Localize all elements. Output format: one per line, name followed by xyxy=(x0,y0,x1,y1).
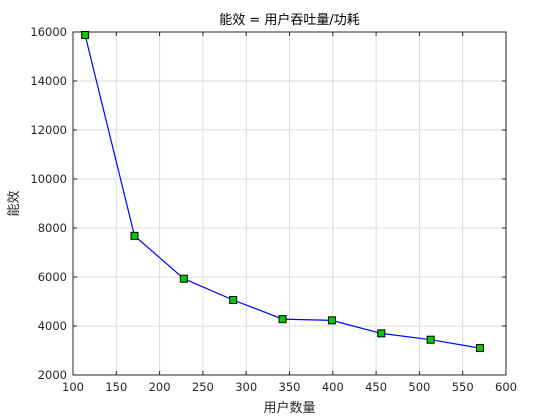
y-tick-label: 4000 xyxy=(38,319,67,333)
y-tick-label: 16000 xyxy=(30,25,67,39)
y-tick-label: 6000 xyxy=(38,270,67,284)
data-point-marker xyxy=(179,274,188,283)
chart-title: 能效 = 用户吞吐量/功耗 xyxy=(219,12,360,28)
x-tick-label: 500 xyxy=(408,380,430,394)
x-tick-label: 100 xyxy=(62,380,84,394)
y-tick-label: 2000 xyxy=(38,368,67,382)
data-point-marker xyxy=(426,335,435,344)
data-point-marker xyxy=(229,296,238,305)
x-tick-label: 400 xyxy=(322,380,344,394)
x-tick-label: 150 xyxy=(105,380,127,394)
y-axis-label: 能效 xyxy=(7,190,22,216)
data-point-marker xyxy=(278,315,287,324)
axis-ticks: 100 150 200 250 300 350 400 450 500 550 600 2000 400… xyxy=(30,25,517,394)
y-tick-label: 14000 xyxy=(30,74,67,88)
y-tick-label: 8000 xyxy=(38,221,67,235)
x-tick-label: 550 xyxy=(452,380,474,394)
y-tick-label: 12000 xyxy=(30,123,67,137)
x-tick-label: 250 xyxy=(192,380,214,394)
x-tick-label: 300 xyxy=(235,380,257,394)
data-point-marker xyxy=(130,231,139,240)
data-point-marker xyxy=(476,344,485,353)
x-tick-label: 450 xyxy=(365,380,387,394)
data-point-marker xyxy=(327,316,336,325)
x-axis-label: 用户数量 xyxy=(263,400,315,416)
data-point-marker xyxy=(377,329,386,338)
data-point-marker xyxy=(81,30,90,39)
x-tick-label: 200 xyxy=(149,380,171,394)
y-tick-label: 10000 xyxy=(30,172,67,186)
x-tick-label: 600 xyxy=(495,380,517,394)
series xyxy=(81,30,485,353)
x-tick-label: 350 xyxy=(279,380,301,394)
